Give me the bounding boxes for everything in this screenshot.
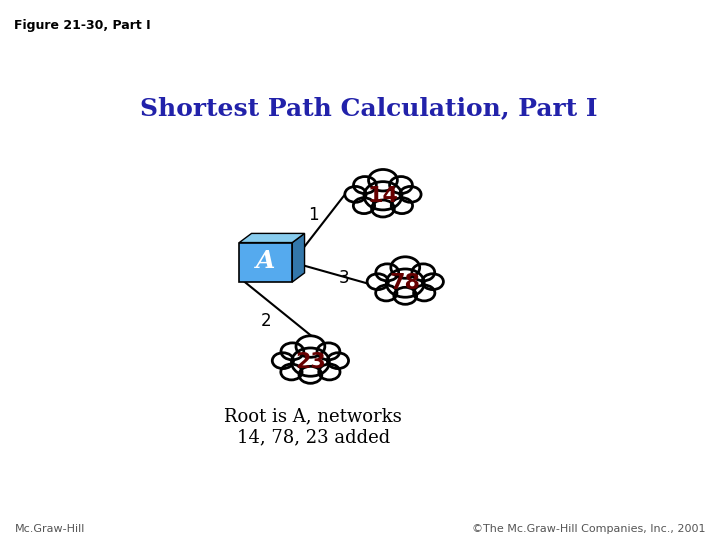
Circle shape: [390, 177, 413, 193]
Polygon shape: [239, 233, 305, 242]
Polygon shape: [292, 233, 305, 282]
Circle shape: [413, 285, 435, 301]
Circle shape: [296, 336, 325, 357]
Circle shape: [364, 181, 402, 210]
Text: 78: 78: [390, 273, 420, 293]
Circle shape: [281, 364, 302, 380]
Circle shape: [376, 285, 397, 301]
Circle shape: [391, 257, 420, 278]
Circle shape: [387, 269, 424, 297]
Text: Root is A, networks
14, 78, 23 added: Root is A, networks 14, 78, 23 added: [225, 407, 402, 446]
Text: Figure 21-30, Part I: Figure 21-30, Part I: [14, 19, 151, 32]
Text: 14: 14: [367, 186, 398, 206]
Circle shape: [412, 264, 435, 281]
Text: 3: 3: [338, 269, 349, 287]
Circle shape: [400, 186, 421, 202]
Circle shape: [369, 170, 397, 191]
Text: A: A: [256, 249, 276, 273]
Circle shape: [394, 287, 417, 305]
Text: Mc.Graw-Hill: Mc.Graw-Hill: [14, 523, 85, 534]
Text: 2: 2: [261, 312, 271, 329]
Text: Shortest Path Calculation, Part I: Shortest Path Calculation, Part I: [140, 97, 598, 120]
Text: ©The Mc.Graw-Hill Companies, Inc., 2001: ©The Mc.Graw-Hill Companies, Inc., 2001: [472, 523, 706, 534]
Circle shape: [354, 198, 374, 214]
Circle shape: [422, 274, 444, 289]
Circle shape: [376, 264, 399, 281]
Circle shape: [328, 353, 348, 369]
Circle shape: [354, 177, 377, 193]
FancyBboxPatch shape: [239, 242, 292, 282]
Circle shape: [292, 348, 329, 376]
Circle shape: [372, 200, 395, 217]
Circle shape: [299, 366, 322, 383]
Text: 1: 1: [308, 206, 318, 224]
Circle shape: [317, 343, 340, 360]
Text: 23: 23: [295, 352, 325, 372]
Circle shape: [319, 364, 340, 380]
Circle shape: [272, 353, 294, 369]
Circle shape: [367, 274, 388, 289]
Circle shape: [281, 343, 304, 360]
Circle shape: [391, 198, 413, 214]
Circle shape: [345, 186, 366, 202]
